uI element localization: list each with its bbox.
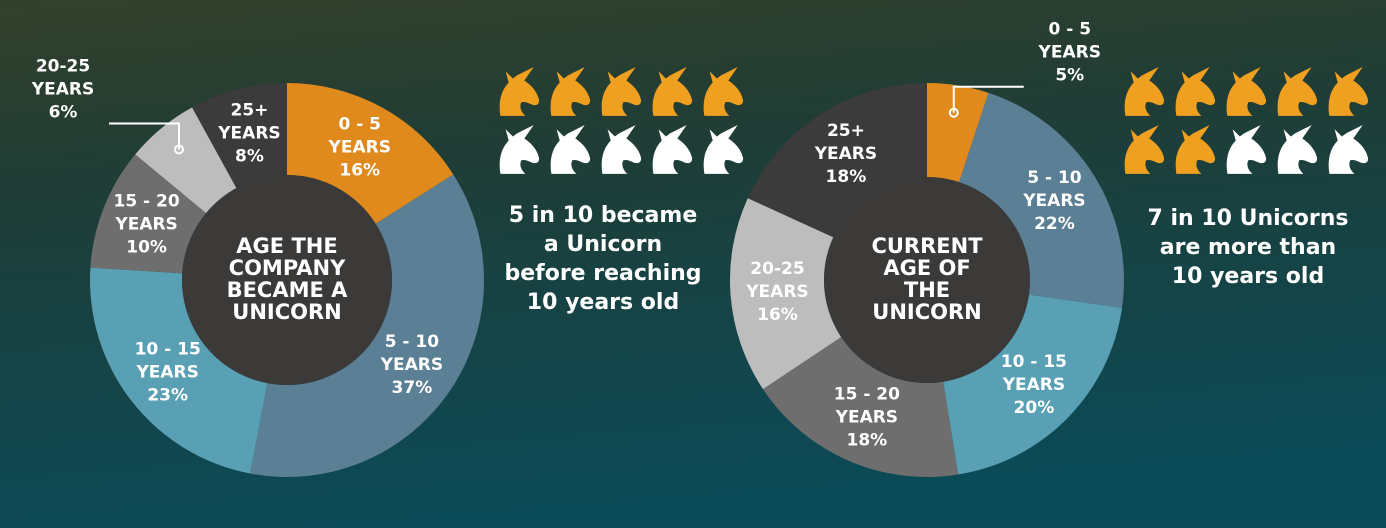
infographic: 0 - 5 YEARS 16% 5 - 10 YEARS 37% 10 - 15 YEARS 2… <box>0 0 1386 528</box>
caption: are more than <box>1160 235 1336 260</box>
slice-label: 5 - 10 <box>385 332 440 352</box>
slice-label: 0 - 5 <box>338 115 381 135</box>
slice-value: 18% <box>826 167 867 187</box>
center-title: COMPANY <box>229 256 346 280</box>
center-title: AGE OF <box>883 256 970 280</box>
slice-value: 20% <box>1014 398 1055 418</box>
center-title: CURRENT <box>871 234 983 258</box>
caption: 7 in 10 Unicorns <box>1148 206 1349 231</box>
slice-label: 15 - 20 <box>834 384 900 404</box>
caption: 5 in 10 became <box>509 203 698 228</box>
slice-label: 20-25 <box>36 56 90 76</box>
slice-value: 5% <box>1055 66 1084 86</box>
slice-value: 10% <box>126 237 167 257</box>
slice-label: 10 - 15 <box>1001 352 1067 372</box>
slice-label: 25+ <box>827 121 865 141</box>
slice-label: YEARS <box>328 138 391 158</box>
slice-label: 10 - 15 <box>135 340 201 360</box>
slice-label: 25+ <box>230 101 268 121</box>
slice-value: 16% <box>339 161 380 181</box>
slice-value: 37% <box>392 378 433 398</box>
center-title: THE <box>904 278 950 302</box>
slice-value: 18% <box>847 430 888 450</box>
slice-label: YEARS <box>1038 43 1101 63</box>
slice-label: YEARS <box>31 79 94 99</box>
slice-label: YEARS <box>217 124 280 144</box>
caption: 10 years old <box>527 290 679 315</box>
slice-label: 5 - 10 <box>1027 168 1082 188</box>
slice-label: YEARS <box>1002 375 1065 395</box>
slice-value: 22% <box>1034 214 1075 234</box>
slice-label: 0 - 5 <box>1048 20 1091 40</box>
slice-label: YEARS <box>745 282 808 302</box>
slice-label: YEARS <box>814 144 877 164</box>
slice-label: YEARS <box>114 214 177 234</box>
center-title: UNICORN <box>872 300 981 324</box>
caption: a Unicorn <box>544 232 662 257</box>
slice-label: YEARS <box>1022 191 1085 211</box>
slice-value: 23% <box>147 386 188 406</box>
slice-value: 16% <box>757 305 798 325</box>
slice-label: YEARS <box>835 407 898 427</box>
slice-value: 8% <box>235 147 264 167</box>
slice-label: YEARS <box>135 363 198 383</box>
slice-label: 20-25 <box>750 259 804 279</box>
caption: 10 years old <box>1172 264 1324 289</box>
caption: before reaching <box>504 261 701 286</box>
slice-value: 6% <box>49 102 78 122</box>
slice-label: YEARS <box>380 355 443 375</box>
center-title: UNICORN <box>232 300 341 324</box>
slice-label: 15 - 20 <box>113 191 179 211</box>
center-title: BECAME A <box>227 278 349 302</box>
center-title: AGE THE <box>236 234 337 258</box>
